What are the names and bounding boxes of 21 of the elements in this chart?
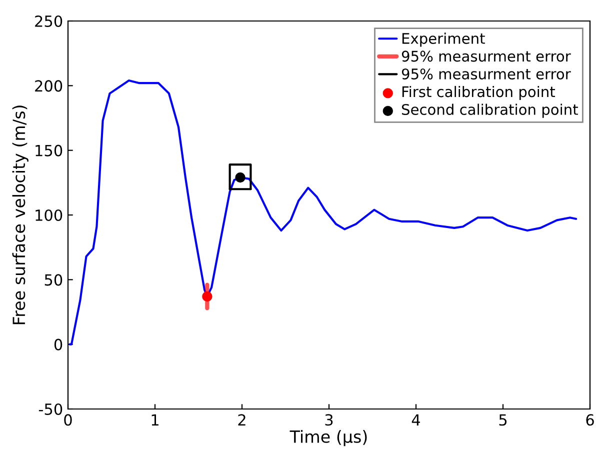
y-tick-label: -50 — [38, 403, 62, 416]
y-axis-title: Free surface velocity (m/s) — [12, 106, 28, 324]
legend-label: First calibration point — [402, 86, 556, 100]
x-tick-label: 6 — [586, 414, 594, 426]
x-tick-label: 1 — [152, 414, 158, 426]
x-tick-label: 3 — [325, 414, 333, 426]
y-tick-label: 50 — [44, 274, 62, 286]
y-tick-label: 0 — [54, 338, 62, 350]
y-tick-label: 150 — [36, 144, 62, 156]
x-tick-label: 4 — [412, 414, 420, 426]
legend-label: Second calibration point — [402, 104, 578, 118]
legend-label: 95% measurment error — [402, 68, 571, 80]
y-tick-label: 200 — [35, 80, 62, 92]
y-tick-label: 250 — [35, 15, 62, 28]
legend-label: Experiment — [402, 32, 485, 47]
y-tick-label: 100 — [36, 209, 62, 222]
x-axis-title: Time (µs) — [290, 430, 367, 446]
x-tick-label: 5 — [499, 414, 507, 426]
x-tick-label: 2 — [238, 414, 246, 426]
legend-label: 95% measurment error — [402, 50, 571, 62]
x-tick-label: 0 — [64, 414, 72, 426]
